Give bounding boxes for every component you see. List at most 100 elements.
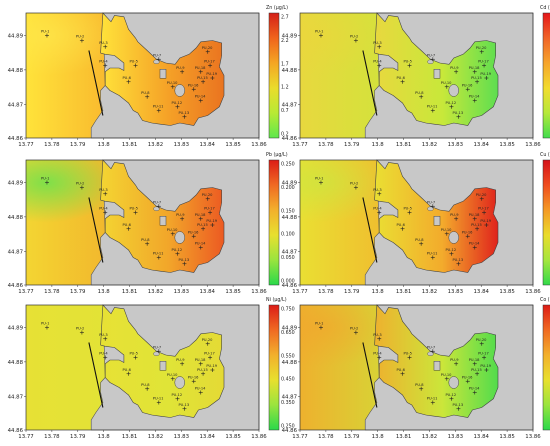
site-label: PU-10 — [441, 228, 452, 232]
breakwater-line — [362, 342, 378, 408]
site-label: PU-18 — [195, 358, 206, 362]
map-panel-zn: PU-1 PU-2 PU-3 PU-4 PU-5 PU-6 PU-7 PU-8 PU-9 PU-1… — [8, 5, 289, 148]
site-label: PU-20 — [202, 193, 213, 197]
map-panel-cd: PU-1 PU-2 PU-3 PU-4 PU-5 PU-6 PU-7 PU-8 PU-9 PU-1… — [282, 5, 550, 148]
site-label: PU-5 — [404, 352, 412, 356]
x-tick-label: 13.84 — [474, 289, 490, 295]
x-tick-label: 13.84 — [200, 289, 216, 295]
y-tick-label: 44.88 — [282, 215, 298, 221]
x-tick-label: 13.84 — [200, 142, 216, 148]
x-tick-label: 13.77 — [292, 434, 307, 440]
x-tick-label: 13.78 — [318, 434, 334, 440]
site-label: PU-18 — [195, 213, 206, 217]
site-label: PU-11 — [153, 252, 164, 256]
site-label: PU-1 — [315, 177, 323, 181]
y-tick-label: 44.89 — [282, 181, 298, 187]
site-label: PU-12 — [445, 101, 456, 105]
site-label: PU-15 — [197, 76, 208, 80]
site-label: PU-5 — [130, 352, 138, 356]
site-label: PU-15 — [471, 76, 482, 80]
site-label: PU-15 — [471, 368, 482, 372]
map-panel-pb: PU-1 PU-2 PU-3 PU-4 PU-5 PU-6 PU-7 PU-8 PU-9 PU-1… — [8, 152, 295, 295]
site-label: PU-16 — [188, 83, 199, 87]
site-label: PU-17 — [478, 207, 489, 211]
y-tick-label: 44.86 — [282, 136, 298, 142]
colorbar-unit-label: Ni (µg/L) — [266, 297, 287, 303]
x-tick-label: 13.81 — [396, 434, 411, 440]
colorbar-tick-label: 1.7 — [281, 61, 289, 67]
site-label: PU-16 — [188, 375, 199, 379]
x-tick-label: 13.86 — [251, 434, 267, 440]
site-label: PU-1 — [315, 322, 323, 326]
x-tick-label: 13.83 — [174, 289, 189, 295]
x-tick-label: 13.85 — [225, 289, 240, 295]
x-tick-label: 13.79 — [70, 289, 86, 295]
plot-frame — [25, 12, 260, 139]
site-label: PU-17 — [478, 352, 489, 356]
colorbar-unit-label: Zn (µg/L) — [266, 5, 288, 11]
site-label: PU-20 — [202, 338, 213, 342]
y-tick-label: 44.89 — [282, 326, 298, 332]
x-tick-label: 13.82 — [148, 289, 163, 295]
y-tick-label: 44.86 — [8, 283, 24, 289]
site-label: PU-20 — [202, 46, 213, 50]
site-label: PU-2 — [76, 35, 84, 39]
site-label: PU-9 — [176, 213, 185, 217]
site-label: PU-8 — [415, 91, 424, 95]
x-tick-label: 13.81 — [396, 142, 411, 148]
island — [159, 216, 167, 226]
site-label: PU-13 — [178, 258, 189, 262]
island — [153, 59, 160, 64]
site-label: PU-1 — [41, 177, 49, 181]
site-label: PU-19 — [480, 219, 491, 223]
x-tick-label: 13.86 — [251, 142, 267, 148]
site-label: PU-20 — [476, 193, 487, 197]
site-label: PU-1 — [315, 30, 323, 34]
x-tick-label: 13.81 — [396, 289, 411, 295]
site-label: PU-9 — [450, 358, 459, 362]
site-label: PU-13 — [178, 111, 189, 115]
y-tick-label: 44.86 — [282, 428, 298, 434]
site-label: PU-14 — [195, 387, 206, 391]
island — [427, 206, 434, 211]
colorbar-tick-label: 2.2 — [281, 38, 289, 44]
site-label: PU-11 — [153, 105, 164, 109]
site-label: PU-10 — [167, 81, 178, 85]
site-label: PU-18 — [195, 66, 206, 70]
site-label: PU-5 — [130, 207, 138, 211]
colorbar — [542, 12, 550, 139]
island — [433, 69, 441, 79]
site-label: PU-10 — [167, 228, 178, 232]
x-tick-label: 13.81 — [122, 289, 137, 295]
site-label: PU-10 — [167, 373, 178, 377]
site-label: PU-8 — [141, 383, 150, 387]
x-tick-label: 13.85 — [499, 434, 514, 440]
site-label: PU-14 — [469, 95, 480, 99]
x-tick-label: 13.86 — [525, 434, 541, 440]
x-tick-label: 13.8 — [372, 142, 385, 148]
site-label: PU-7 — [153, 53, 161, 57]
site-label: PU-17 — [478, 60, 489, 64]
island — [153, 351, 160, 356]
y-tick-label: 44.88 — [282, 360, 298, 366]
y-tick-label: 44.86 — [282, 283, 298, 289]
x-tick-label: 13.82 — [148, 434, 163, 440]
site-label: PU-2 — [76, 327, 84, 331]
colorbar-tick-label: 0.550 — [281, 353, 295, 359]
island — [448, 84, 460, 97]
map-panel-ni: PU-1 PU-2 PU-3 PU-4 PU-5 PU-6 PU-7 PU-8 PU-9 PU-1… — [8, 297, 295, 440]
x-tick-label: 13.79 — [344, 142, 360, 148]
site-label: PU-3 — [99, 188, 107, 192]
island — [174, 376, 186, 389]
site-label: PU-4 — [99, 60, 108, 64]
x-tick-label: 13.77 — [292, 289, 307, 295]
colorbar-tick-label: 0.750 — [281, 307, 295, 313]
site-label: PU-20 — [476, 46, 487, 50]
x-tick-label: 13.78 — [318, 289, 334, 295]
island — [427, 59, 434, 64]
x-tick-label: 13.83 — [448, 289, 463, 295]
x-tick-label: 13.8 — [98, 434, 111, 440]
site-label: PU-2 — [350, 35, 358, 39]
site-label: PU-20 — [476, 338, 487, 342]
